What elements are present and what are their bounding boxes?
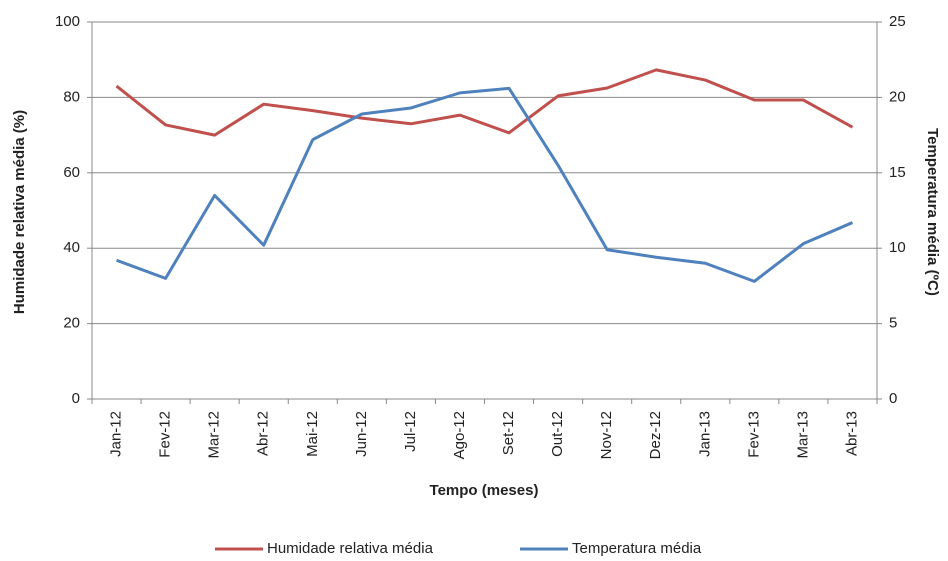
y2-axis-title: Temperatura média (ºC) (924, 128, 941, 296)
y-tick-label: 80 (63, 88, 80, 105)
x-tick-label: Dez-12 (647, 411, 664, 459)
x-tick-label: Out-12 (549, 411, 566, 457)
y-tick-label: 20 (63, 315, 80, 332)
y-tick-label: 0 (72, 390, 80, 407)
x-tick-label: Jun-12 (353, 411, 370, 457)
x-tick-label: Jan-13 (696, 411, 713, 457)
y-axis-title: Humidade relativa média (%) (11, 110, 28, 314)
y2-tick-label: 0 (889, 390, 897, 407)
x-tick-label: Ago-12 (451, 411, 468, 459)
y2-tick-label: 15 (889, 164, 906, 181)
y-tick-label: 100 (55, 13, 80, 30)
y2-tick-label: 5 (889, 315, 897, 332)
x-tick-label: Fev-12 (157, 411, 174, 458)
y2-tick-label: 20 (889, 88, 906, 105)
y2-tick-label: 10 (889, 239, 906, 256)
x-tick-label: Jul-12 (402, 411, 419, 452)
x-tick-label: Mar-13 (794, 411, 811, 459)
y2-tick-label: 25 (889, 13, 906, 30)
y-tick-label: 40 (63, 239, 80, 256)
y-tick-label: 60 (63, 164, 80, 181)
legend-label: Temperatura média (572, 540, 702, 557)
x-tick-label: Mai-12 (304, 411, 321, 457)
data-line (115, 68, 854, 137)
x-tick-label: Mar-12 (206, 411, 223, 459)
x-tick-label: Jan-12 (108, 411, 125, 457)
legend-label: Humidade relativa média (267, 540, 434, 557)
data-line (116, 86, 854, 283)
x-tick-label: Abr-12 (255, 411, 272, 456)
x-tick-label: Fev-13 (745, 411, 762, 458)
x-tick-label: Set-12 (500, 411, 517, 455)
x-axis-title: Tempo (meses) (430, 482, 539, 499)
x-tick-label: Abr-13 (843, 411, 860, 456)
x-tick-label: Nov-12 (598, 411, 615, 459)
